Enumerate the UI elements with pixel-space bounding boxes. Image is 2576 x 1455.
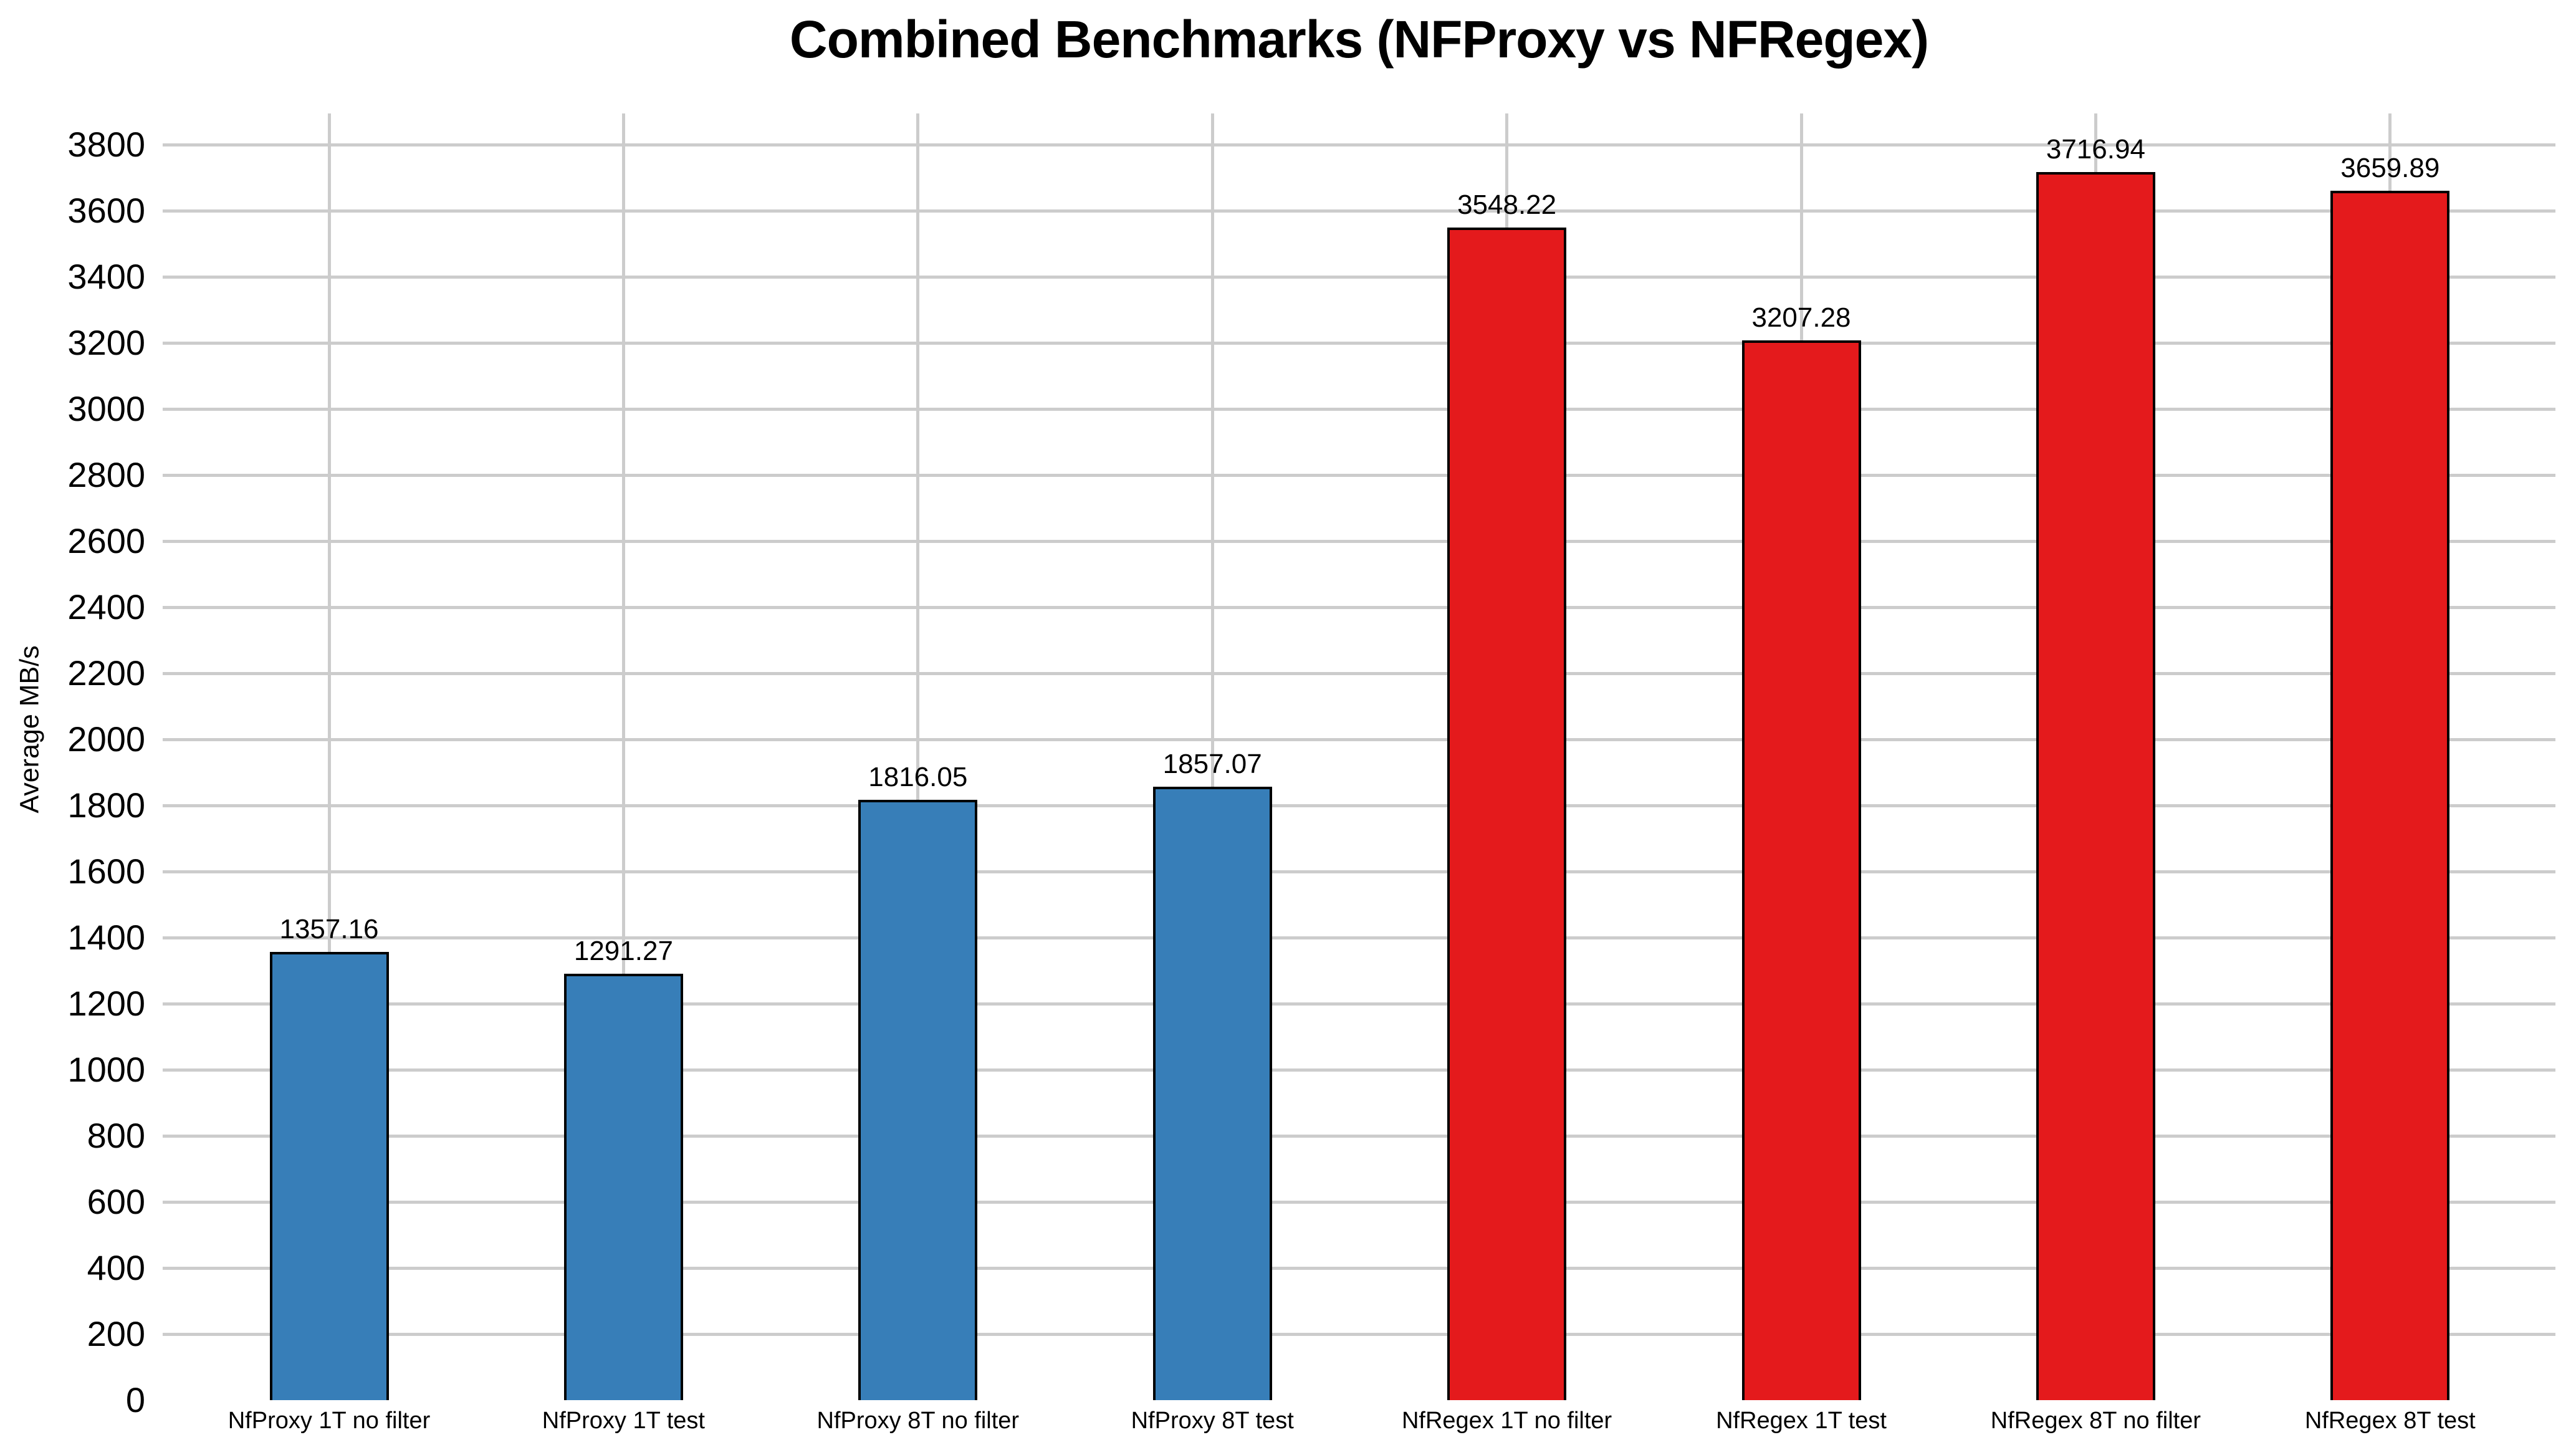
bar-nfproxy-1t-test — [563, 973, 683, 1400]
gridline-h-3600 — [163, 209, 2555, 213]
x-tick-label-nfregex-8t-no-filter: NfRegex 8T no filter — [1990, 1408, 2201, 1434]
gridline-h-3200 — [163, 341, 2555, 345]
bar-value-label-nfproxy-1t-test: 1291.27 — [573, 935, 673, 966]
y-tick-label-0: 0 — [125, 1380, 145, 1419]
x-tick-label-nfproxy-8t-no-filter: NfProxy 8T no filter — [816, 1408, 1020, 1434]
y-tick-label-1000: 1000 — [67, 1050, 145, 1089]
gridline-v-2 — [916, 113, 920, 1400]
bar-nfproxy-1t-no-filter — [269, 951, 389, 1400]
gridline-h-2000 — [163, 737, 2555, 741]
gridline-h-400 — [163, 1266, 2555, 1270]
gridline-h-1600 — [163, 870, 2555, 873]
gridline-h-2800 — [163, 473, 2555, 477]
gridline-h-600 — [163, 1200, 2555, 1204]
gridline-h-1800 — [163, 804, 2555, 807]
bar-value-label-nfproxy-8t-test: 1857.07 — [1162, 748, 1262, 779]
y-tick-label-2400: 2400 — [67, 587, 145, 627]
y-tick-label-1600: 1600 — [67, 852, 145, 891]
chart-title: Combined Benchmarks (NFProxy vs NFRegex) — [789, 10, 1929, 69]
x-tick-label-nfregex-1t-no-filter: NfRegex 1T no filter — [1401, 1408, 1612, 1434]
y-tick-label-400: 400 — [87, 1248, 145, 1287]
y-tick-label-1200: 1200 — [67, 984, 145, 1023]
gridline-h-3400 — [163, 275, 2555, 279]
y-tick-label-2800: 2800 — [67, 455, 145, 494]
y-tick-label-2200: 2200 — [67, 653, 145, 693]
gridline-v-1 — [621, 113, 625, 1400]
bar-value-label-nfregex-8t-no-filter: 3716.94 — [2046, 134, 2145, 165]
gridline-h-2200 — [163, 671, 2555, 675]
x-tick-label-nfproxy-1t-test: NfProxy 1T test — [542, 1408, 705, 1434]
y-tick-label-3200: 3200 — [67, 323, 145, 362]
gridline-v-3 — [1210, 113, 1214, 1400]
bar-value-label-nfregex-1t-no-filter: 3548.22 — [1457, 190, 1557, 221]
y-tick-label-2600: 2600 — [67, 521, 145, 560]
gridline-h-800 — [163, 1134, 2555, 1138]
y-tick-label-1400: 1400 — [67, 918, 145, 957]
x-tick-label-nfproxy-8t-test: NfProxy 8T test — [1131, 1408, 1294, 1434]
gridline-v-0 — [327, 113, 331, 1400]
y-tick-label-200: 200 — [87, 1314, 145, 1353]
bar-nfregex-1t-test — [1741, 340, 1861, 1400]
bar-value-label-nfproxy-1t-no-filter: 1357.16 — [279, 913, 379, 944]
bar-value-label-nfproxy-8t-no-filter: 1816.05 — [868, 762, 968, 793]
x-tick-label-nfproxy-1t-no-filter: NfProxy 1T no filter — [227, 1408, 431, 1434]
gridline-h-2600 — [163, 539, 2555, 543]
gridline-h-3800 — [163, 143, 2555, 146]
bar-value-label-nfregex-8t-test: 3659.89 — [2340, 153, 2440, 184]
bar-nfregex-8t-test — [2330, 191, 2450, 1400]
y-tick-label-1800: 1800 — [67, 785, 145, 825]
bar-value-label-nfregex-1t-test: 3207.28 — [1751, 302, 1851, 334]
gridline-h-200 — [163, 1332, 2555, 1336]
y-tick-label-600: 600 — [87, 1182, 145, 1221]
y-tick-label-3600: 3600 — [67, 191, 145, 230]
bar-nfproxy-8t-no-filter — [858, 800, 978, 1400]
gridline-h-2400 — [163, 605, 2555, 609]
x-tick-label-nfregex-1t-test: NfRegex 1T test — [1716, 1408, 1887, 1434]
bar-nfproxy-8t-test — [1152, 786, 1272, 1400]
bar-nfregex-1t-no-filter — [1447, 228, 1567, 1400]
y-tick-label-800: 800 — [87, 1116, 145, 1155]
gridline-h-1000 — [163, 1068, 2555, 1072]
y-tick-label-3000: 3000 — [67, 389, 145, 428]
y-tick-label-2000: 2000 — [67, 719, 145, 759]
gridline-h-3000 — [163, 407, 2555, 411]
gridline-h-1400 — [163, 936, 2555, 939]
y-tick-label-3800: 3800 — [67, 125, 145, 164]
bar-nfregex-8t-no-filter — [2036, 172, 2155, 1400]
y-tick-label-3400: 3400 — [67, 257, 145, 296]
x-tick-label-nfregex-8t-test: NfRegex 8T test — [2304, 1408, 2476, 1434]
gridline-h-1200 — [163, 1002, 2555, 1006]
